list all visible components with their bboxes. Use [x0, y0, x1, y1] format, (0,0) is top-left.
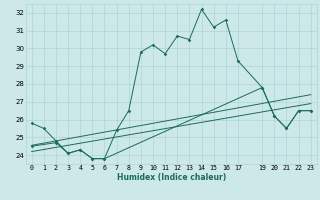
X-axis label: Humidex (Indice chaleur): Humidex (Indice chaleur): [116, 173, 226, 182]
